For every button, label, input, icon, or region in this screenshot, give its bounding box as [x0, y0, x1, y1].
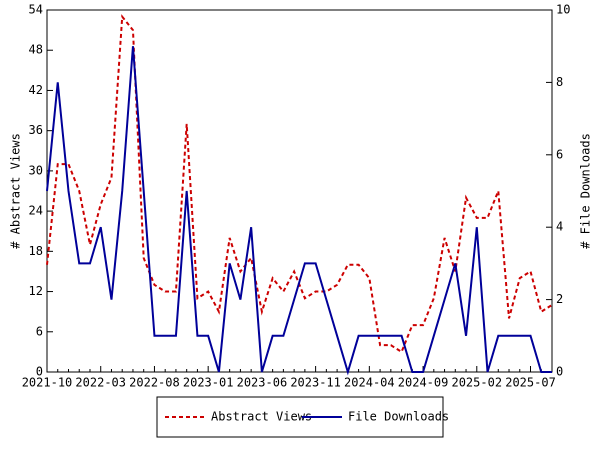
y-tick-label: 0	[36, 365, 43, 379]
y-tick-label: 36	[29, 123, 43, 137]
y-tick-label: 24	[29, 204, 43, 218]
y2-tick-label: 8	[556, 75, 563, 89]
y2-tick-label: 0	[556, 365, 563, 379]
x-tick-label: 2025-07	[505, 376, 556, 390]
x-tick-label: 2023-11	[290, 376, 341, 390]
x-tick-label: 2023-06	[237, 376, 288, 390]
y-axis-label: # Abstract Views	[9, 133, 23, 249]
x-tick-label: 2024-04	[344, 376, 395, 390]
legend-label: Abstract Views	[211, 410, 312, 424]
y2-tick-label: 10	[556, 3, 570, 17]
y-tick-label: 48	[29, 43, 43, 57]
x-tick-label: 2021-10	[22, 376, 73, 390]
y2-axis-label: # File Downloads	[579, 133, 593, 249]
x-tick-label: 2022-03	[75, 376, 126, 390]
y2-tick-label: 2	[556, 292, 563, 306]
y2-tick-label: 4	[556, 220, 563, 234]
y-tick-label: 54	[29, 3, 43, 17]
legend-box	[156, 396, 444, 438]
y-tick-label: 18	[29, 244, 43, 258]
x-tick-label: 2025-02	[451, 376, 502, 390]
x-tick-label: 2024-09	[398, 376, 449, 390]
series-line	[46, 46, 552, 376]
y-tick-label: 42	[29, 83, 43, 97]
x-tick-label: 2022-08	[129, 376, 180, 390]
y-tick-label: 30	[29, 163, 43, 177]
legend-label: File Downloads	[348, 410, 449, 424]
x-tick-label: 2023-01	[183, 376, 234, 390]
y2-tick-label: 6	[556, 147, 563, 161]
y-tick-label: 12	[29, 284, 43, 298]
y-tick-label: 6	[36, 324, 43, 338]
